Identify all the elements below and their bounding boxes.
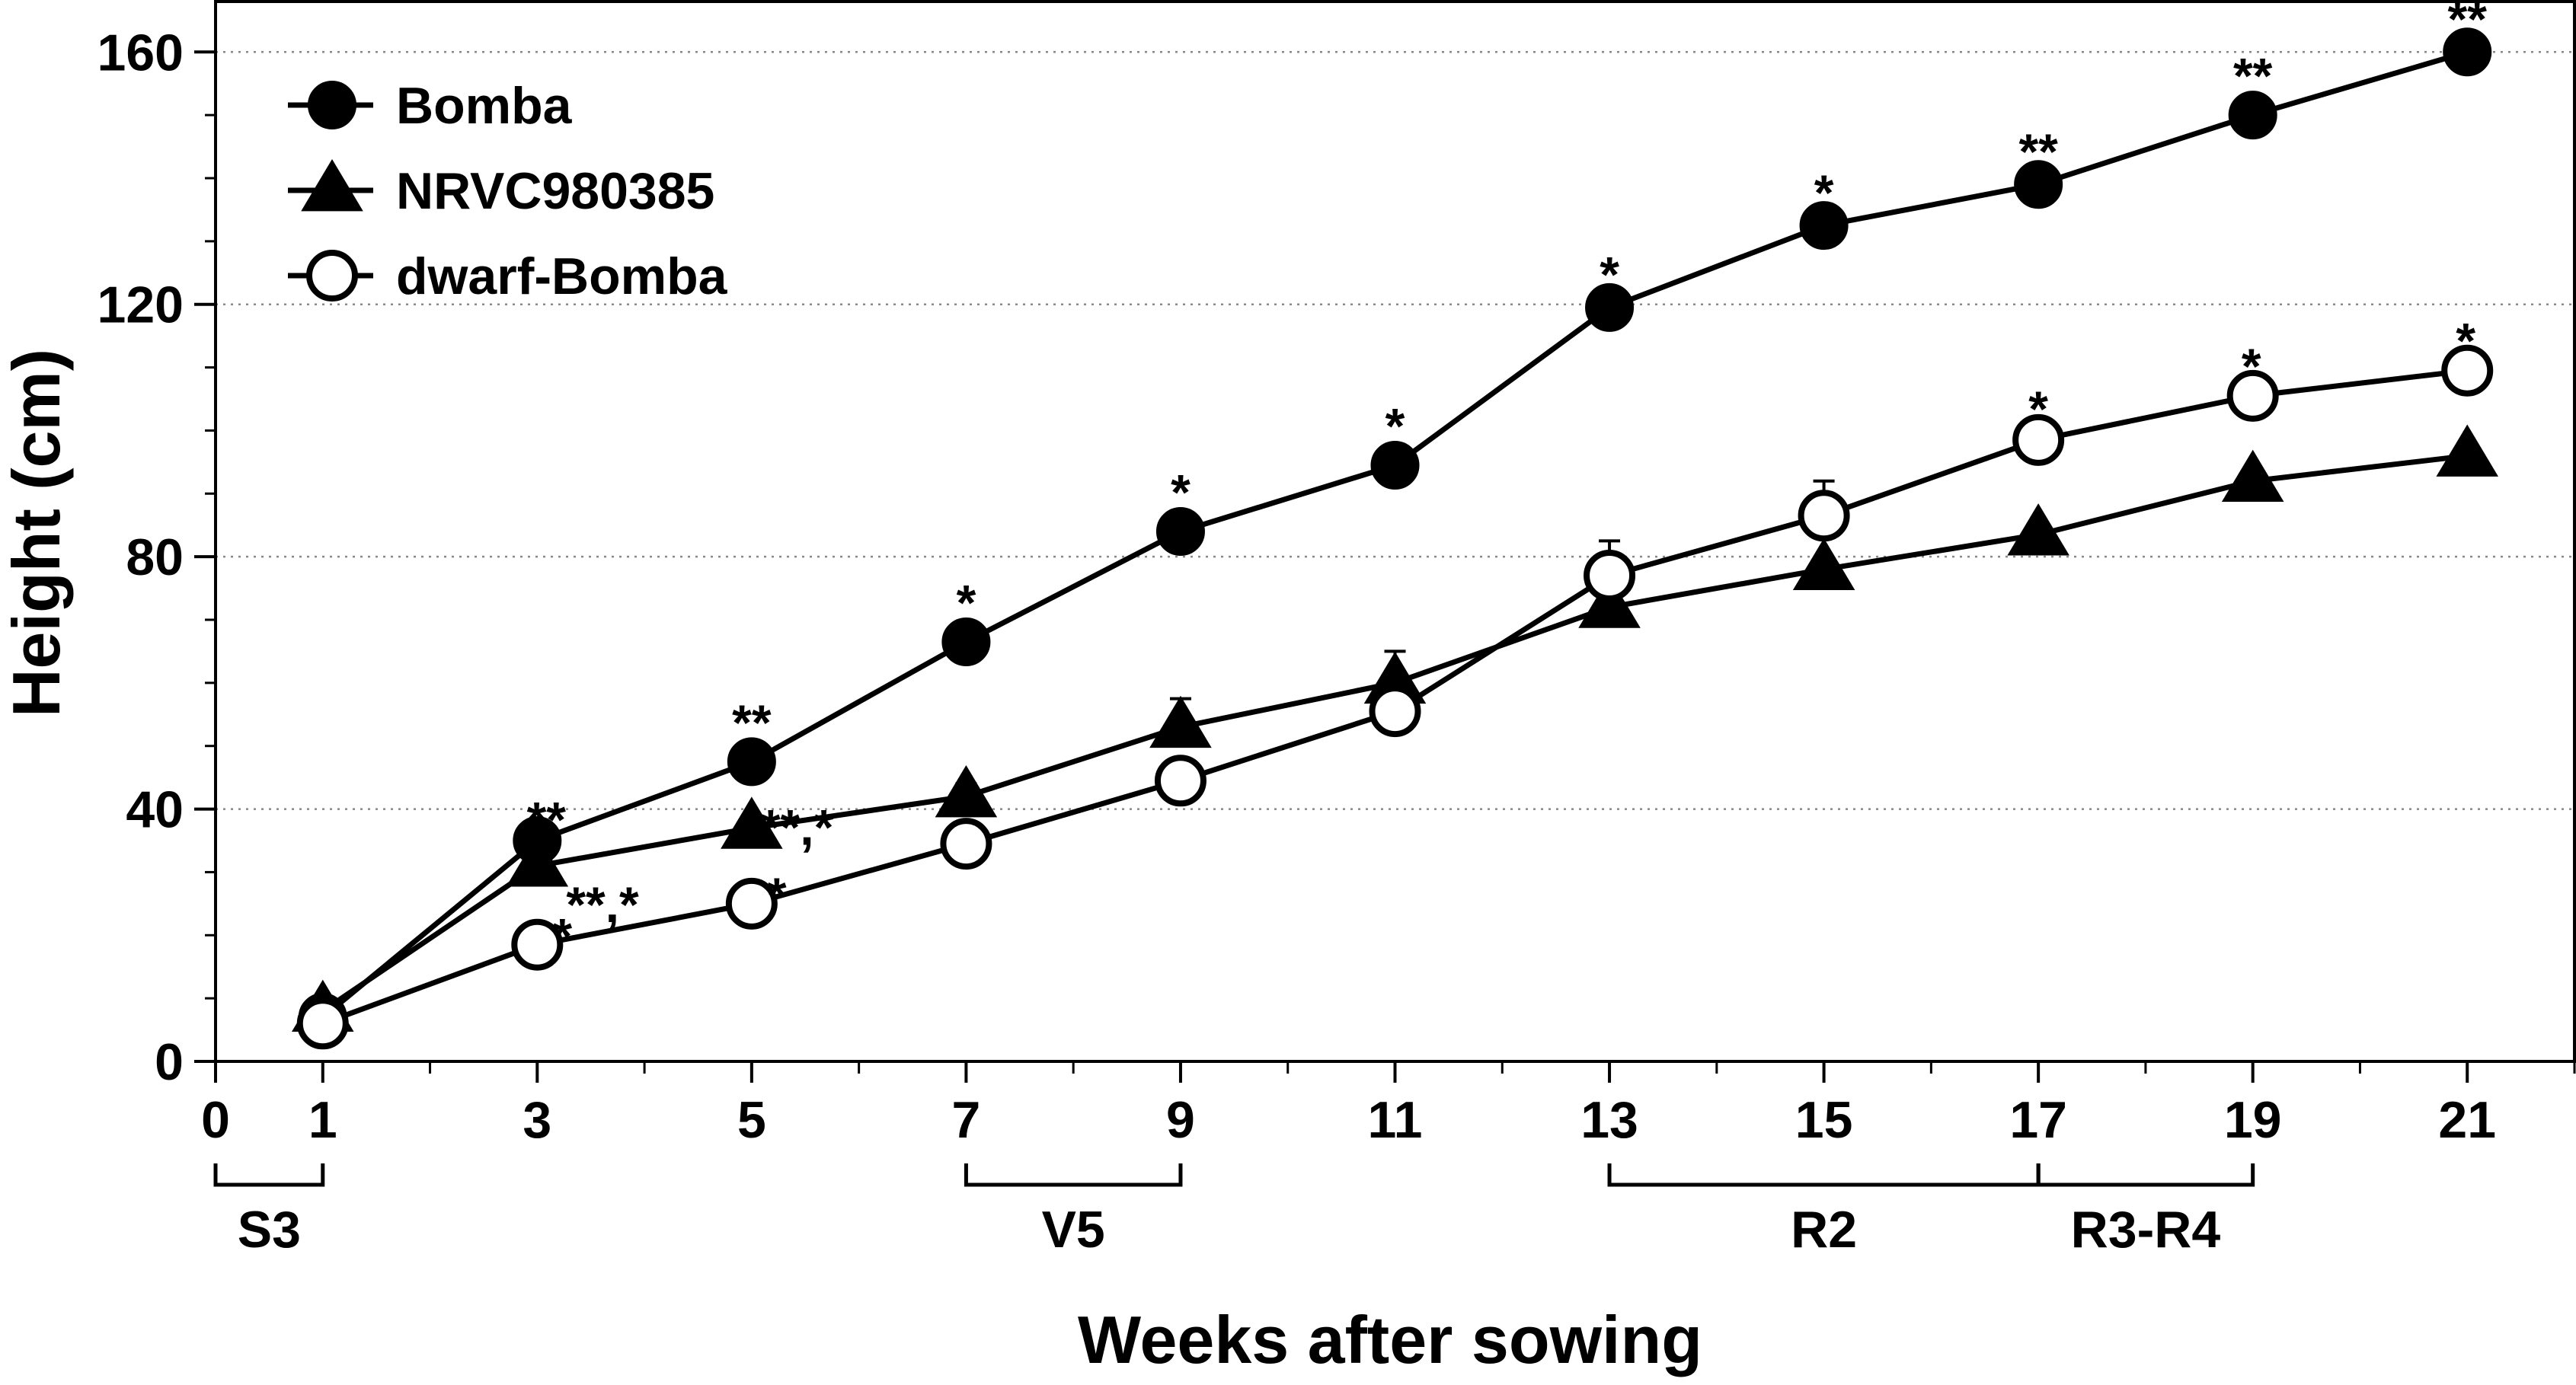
data-point <box>2436 424 2498 477</box>
significance-mark: * <box>957 574 976 630</box>
data-point <box>308 81 356 129</box>
series-dwarf-Bomba: **** * <box>296 313 2494 1050</box>
data-point <box>1154 755 1207 807</box>
x-axis-label: Weeks after sowing <box>1078 1302 1702 1377</box>
legend-label: Bomba <box>396 77 573 135</box>
significance-mark: * <box>1814 164 1834 221</box>
x-tick-label: 15 <box>1795 1091 1853 1149</box>
y-tick-label: 80 <box>126 528 184 586</box>
stage-bracket <box>213 1163 325 1187</box>
stage-bracket <box>964 1163 1183 1187</box>
data-point <box>935 764 998 818</box>
stage-bracket <box>1607 1163 2041 1187</box>
x-tick-label: 17 <box>2009 1091 2067 1149</box>
data-point <box>1578 576 1641 628</box>
data-point <box>296 997 349 1050</box>
data-point <box>2226 369 2279 422</box>
legend-label: dwarf-Bomba <box>396 247 728 305</box>
x-tick-label: 9 <box>1166 1091 1195 1149</box>
data-point <box>1155 507 1205 556</box>
y-tick-label: 0 <box>155 1033 184 1091</box>
y-tick-label: 120 <box>97 276 184 334</box>
significance-mark: ** <box>2018 123 2058 180</box>
y-tick-label: 160 <box>97 24 184 81</box>
significance-mark: ** <box>732 694 772 751</box>
data-point <box>1369 685 1421 738</box>
significance-mark: **,* <box>566 876 639 933</box>
stage-label: S3 <box>238 1201 301 1259</box>
data-point <box>1584 550 1636 602</box>
legend-label: NRVC980385 <box>396 162 714 220</box>
x-tick-label: 1 <box>308 1091 337 1149</box>
x-tick-label: 11 <box>1368 1091 1423 1149</box>
significance-mark: * <box>767 867 787 924</box>
legend: Bomba NRVC980385 dwarf-Bomba <box>288 77 728 305</box>
significance-mark: * <box>1171 464 1191 520</box>
legend-item: NRVC980385 <box>288 158 714 220</box>
stage-label: R2 <box>1791 1201 1857 1259</box>
data-point <box>511 918 564 971</box>
data-point <box>727 737 776 787</box>
legend-item: dwarf-Bomba <box>288 247 728 305</box>
data-point <box>2014 160 2063 209</box>
data-point <box>1370 441 1420 490</box>
data-point <box>1798 490 1850 542</box>
significance-mark: * <box>1600 247 1619 303</box>
series-layer: *****************,***,***** * <box>292 0 2498 1050</box>
x-tick-label: 0 <box>201 1091 230 1149</box>
stage-bracket <box>2036 1163 2255 1187</box>
data-point <box>301 158 363 212</box>
significance-mark: **,* <box>761 799 834 855</box>
y-axis-label: Height (cm) <box>0 349 74 717</box>
x-tick-label: 21 <box>2438 1091 2496 1149</box>
x-tick-label: 19 <box>2224 1091 2282 1149</box>
data-point <box>1149 695 1212 748</box>
data-point <box>2012 413 2065 466</box>
stage-bracket-layer: S3 V5 R2 R3-R4 <box>213 1163 2255 1259</box>
legend-item: Bomba <box>288 77 573 135</box>
series-Bomba: *************** <box>298 0 2492 1042</box>
x-tick-label: 7 <box>951 1091 980 1149</box>
x-tick-label: 3 <box>523 1091 551 1149</box>
significance-mark: ** <box>2448 0 2488 47</box>
data-point <box>2007 503 2069 556</box>
significance-mark: * <box>1385 397 1405 454</box>
significance-mark: * <box>2242 338 2261 394</box>
data-point <box>721 796 783 849</box>
significance-mark: ** <box>2233 48 2273 104</box>
stage-label: V5 <box>1042 1201 1105 1259</box>
data-point <box>1799 201 1849 251</box>
data-point <box>2221 449 2284 503</box>
data-point <box>940 818 992 870</box>
grid-layer <box>216 51 2574 810</box>
data-point <box>941 618 991 666</box>
x-tick-label: 5 <box>737 1091 766 1149</box>
data-point <box>2443 27 2492 77</box>
y-tick-label: 40 <box>126 781 184 839</box>
stage-label: R3-R4 <box>2071 1201 2221 1259</box>
data-point <box>2441 344 2494 397</box>
x-tick-label: 13 <box>1580 1091 1638 1149</box>
significance-mark: * <box>2028 381 2048 437</box>
data-point <box>2228 91 2277 140</box>
data-point <box>506 835 569 887</box>
significance-mark: ** <box>527 791 567 847</box>
significance-mark: * <box>552 908 572 965</box>
data-point <box>306 250 358 302</box>
data-point <box>1792 538 1855 591</box>
data-point <box>1585 282 1635 332</box>
significance-mark: * <box>2456 313 2475 369</box>
data-point <box>725 877 778 930</box>
